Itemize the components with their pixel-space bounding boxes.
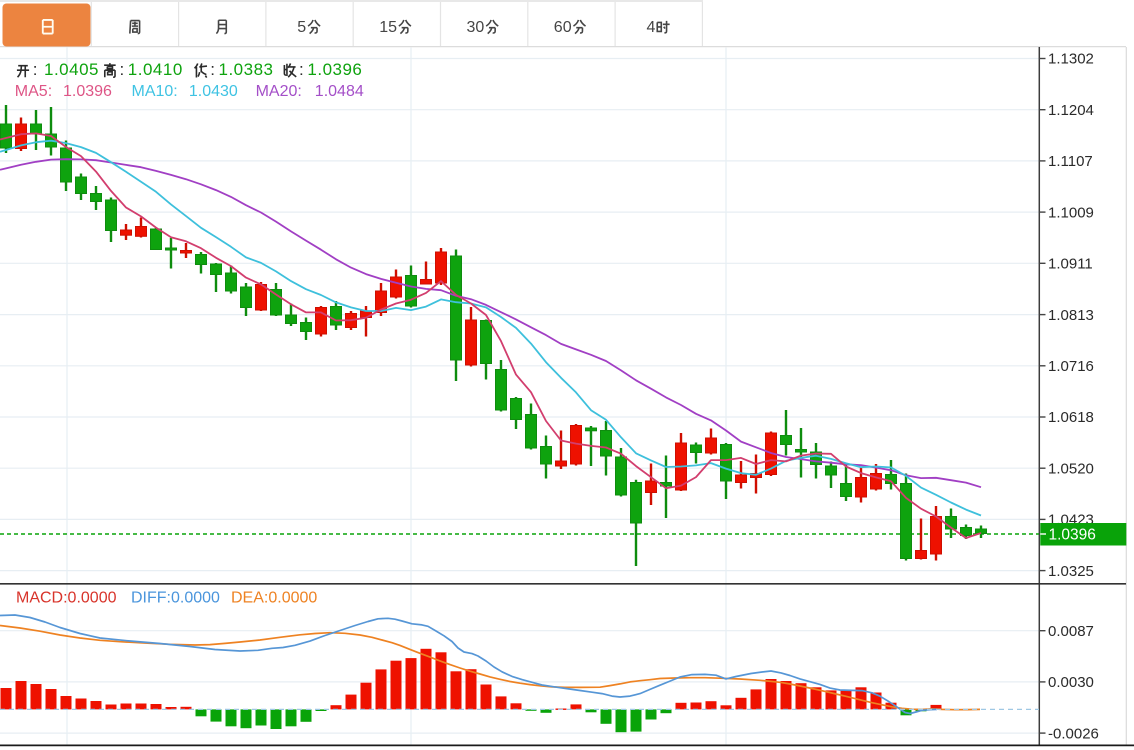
svg-text:1.0484: 1.0484 [315,83,364,100]
svg-text:MA10:: MA10: [132,83,178,100]
svg-text:1.1302: 1.1302 [1048,51,1094,68]
svg-text:MA20:: MA20: [256,83,302,100]
svg-text:DIFF:0.0000: DIFF:0.0000 [131,589,220,606]
svg-text:1.0618: 1.0618 [1048,409,1094,426]
svg-text:1.0430: 1.0430 [189,83,238,100]
svg-text:1.1107: 1.1107 [1048,153,1093,170]
svg-text:MACD:0.0000: MACD:0.0000 [16,589,117,606]
svg-text:0.0030: 0.0030 [1048,674,1094,691]
svg-text:1.0396: 1.0396 [1049,527,1096,544]
svg-text:1.0410: 1.0410 [128,60,183,79]
svg-text:30: 30 [467,19,485,36]
svg-text:1.0911: 1.0911 [1048,256,1093,273]
svg-text:1.0396: 1.0396 [63,83,112,100]
svg-text:1.0383: 1.0383 [219,60,274,79]
svg-text:0.0087: 0.0087 [1048,623,1094,640]
svg-text:4: 4 [647,19,656,36]
svg-text:1.0325: 1.0325 [1048,563,1094,580]
svg-text::: : [210,60,215,79]
svg-text:1.0813: 1.0813 [1048,307,1094,324]
svg-text::: : [299,60,304,79]
svg-text::: : [120,60,125,79]
svg-text:1.0405: 1.0405 [44,60,99,79]
svg-text:-0.0026: -0.0026 [1048,725,1099,742]
svg-text:1.0520: 1.0520 [1048,460,1094,477]
svg-text:1.0716: 1.0716 [1048,358,1094,375]
svg-text:1.1009: 1.1009 [1048,204,1094,221]
svg-text:1.0396: 1.0396 [307,60,362,79]
svg-text:1.1204: 1.1204 [1048,102,1094,119]
svg-text:DEA:0.0000: DEA:0.0000 [231,589,317,606]
svg-text:5: 5 [297,19,306,36]
svg-text::: : [33,60,38,79]
svg-text:15: 15 [379,19,397,36]
svg-text:60: 60 [554,19,572,36]
svg-text:MA5:: MA5: [15,83,52,100]
